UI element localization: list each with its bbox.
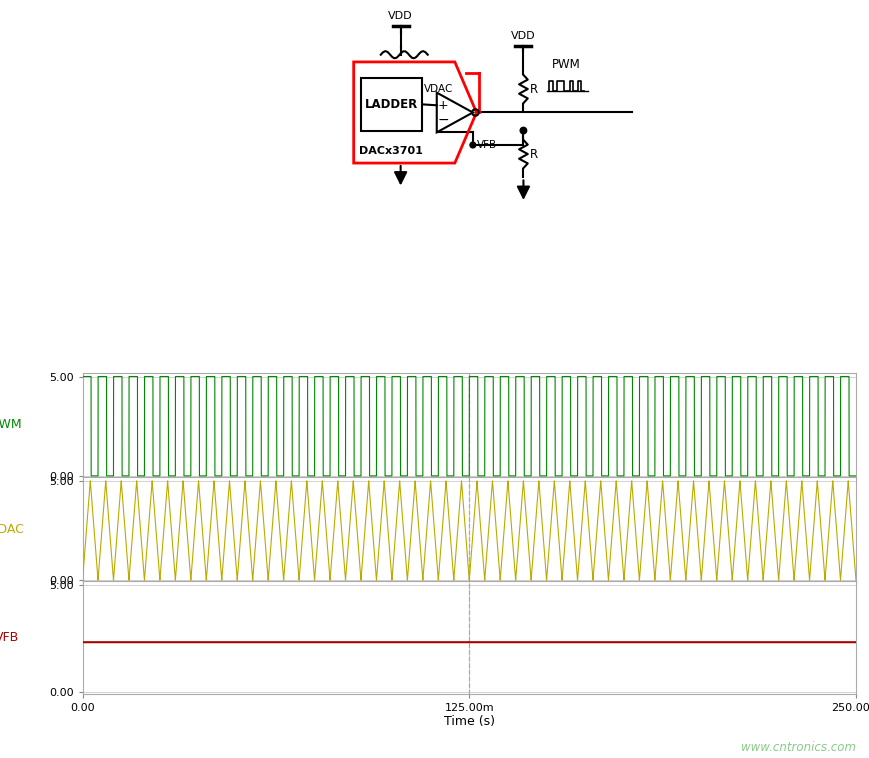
- Y-axis label: PWM: PWM: [0, 418, 23, 431]
- Text: VDD: VDD: [388, 11, 413, 21]
- Text: R: R: [530, 83, 538, 96]
- Text: VFB: VFB: [477, 140, 497, 150]
- Circle shape: [470, 142, 475, 148]
- Text: PWM: PWM: [553, 58, 581, 71]
- Text: +: +: [438, 99, 448, 111]
- Circle shape: [521, 127, 527, 134]
- Y-axis label: VFB: VFB: [0, 631, 19, 644]
- Text: VDD: VDD: [511, 31, 536, 42]
- Text: VDAC: VDAC: [424, 83, 454, 93]
- Text: www.cntronics.com: www.cntronics.com: [741, 741, 856, 754]
- Bar: [361, 78, 422, 130]
- Y-axis label: VDAC: VDAC: [0, 522, 24, 536]
- Text: R: R: [530, 148, 538, 161]
- Text: DACx3701: DACx3701: [359, 146, 423, 156]
- Text: LADDER: LADDER: [365, 98, 418, 111]
- X-axis label: Time (s): Time (s): [444, 716, 494, 728]
- Text: −: −: [437, 113, 449, 127]
